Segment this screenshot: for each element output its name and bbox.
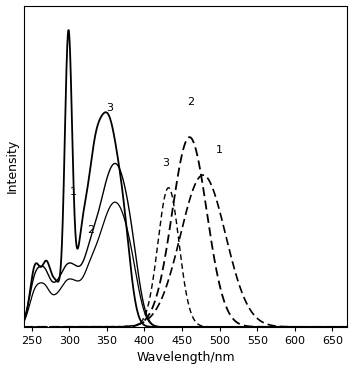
- X-axis label: Wavelength/nm: Wavelength/nm: [137, 352, 235, 364]
- Text: 3: 3: [162, 158, 169, 168]
- Y-axis label: Intensity: Intensity: [6, 139, 19, 194]
- Text: 1: 1: [70, 187, 77, 197]
- Text: 3: 3: [106, 102, 113, 112]
- Text: 1: 1: [216, 145, 223, 155]
- Text: 2: 2: [87, 225, 94, 235]
- Text: 2: 2: [187, 97, 195, 107]
